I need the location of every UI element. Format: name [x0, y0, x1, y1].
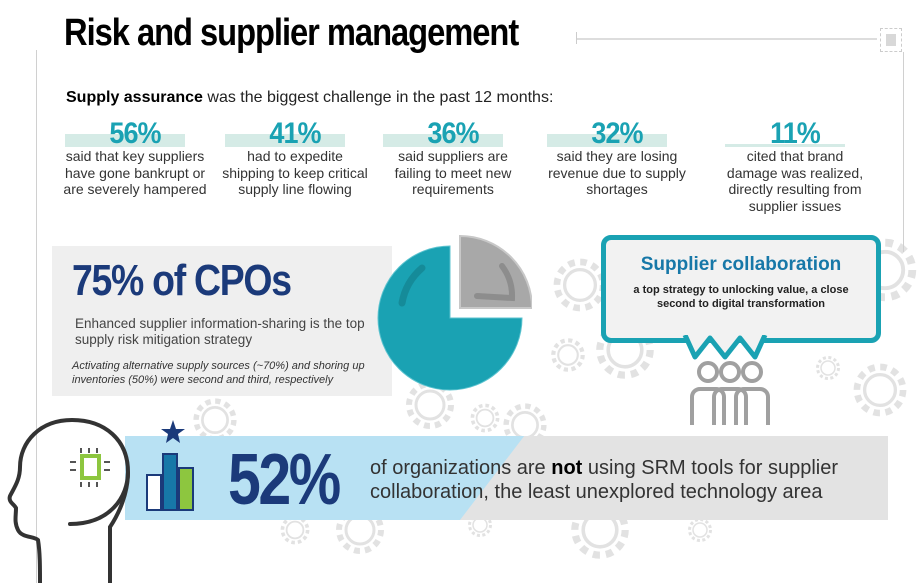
srm-text-pre: of organizations are [370, 457, 552, 479]
intro-rest: was the biggest challenge in the past 12… [202, 89, 554, 106]
stat-highlight [225, 134, 345, 147]
stat-item: 56% said that key suppliers have gone ba… [60, 118, 210, 198]
stat-highlight [383, 134, 503, 147]
bar-chart-star-icon [146, 420, 194, 511]
frame-line-right [903, 52, 904, 252]
stat-description: said they are losing revenue due to supp… [548, 148, 686, 197]
srm-description: of organizations are not using SRM tools… [370, 456, 890, 504]
stat-description: cited that brand damage was realized, di… [726, 148, 864, 214]
stat-item: 36% said suppliers are failing to meet n… [378, 118, 528, 198]
page-title: Risk and supplier management [64, 12, 519, 54]
collaboration-subtitle: a top strategy to unlocking value, a clo… [633, 284, 849, 310]
cpo-panel [52, 246, 392, 396]
stat-item: 11% cited that brand damage was realized… [720, 118, 870, 214]
stats-row: 56% said that key suppliers have gone ba… [60, 118, 863, 223]
stat-percent: 32% [591, 117, 643, 150]
stat-percent: 11% [770, 117, 821, 150]
stat-highlight [65, 134, 185, 147]
stat-percent: 56% [109, 117, 161, 150]
cpo-headline: 75% of CPOs [72, 256, 292, 305]
speech-bubble-tails [682, 335, 768, 360]
cpo-note: Activating alternative supply sources (~… [72, 360, 365, 386]
stat-description: said that key suppliers have gone bankru… [63, 148, 207, 197]
stat-highlight [547, 134, 667, 147]
speech-bubble: Supplier collaboration a top strategy to… [601, 235, 881, 343]
srm-band-grey [460, 436, 888, 520]
stat-description: said suppliers are failing to meet new r… [394, 148, 512, 197]
title-rule-tick [576, 32, 577, 44]
cpo-subtitle: Enhanced supplier information-sharing is… [75, 316, 365, 347]
title-rule [577, 38, 877, 40]
stat-item: 41% had to expedite shipping to keep cri… [220, 118, 370, 198]
collaboration-title: Supplier collaboration [640, 254, 842, 275]
stat-description: had to expedite shipping to keep critica… [222, 148, 368, 197]
srm-text-post: using SRM tools for supplier collaborati… [370, 457, 838, 503]
intro-bold: Supply assurance [66, 89, 203, 106]
head-chip-icon [7, 417, 131, 583]
stat-item: 32% said they are losing revenue due to … [542, 118, 692, 198]
srm-percent: 52% [228, 440, 341, 520]
stat-percent: 41% [269, 117, 321, 150]
stat-percent: 36% [427, 117, 479, 150]
stat-highlight [725, 144, 845, 147]
corner-marker [880, 28, 902, 52]
intro-text: Supply assurance was the biggest challen… [66, 89, 553, 107]
people-group-icon [690, 361, 770, 425]
frame-line-left [36, 50, 37, 583]
pie-chart-icon [377, 234, 532, 391]
srm-text-bold: not [551, 457, 583, 479]
